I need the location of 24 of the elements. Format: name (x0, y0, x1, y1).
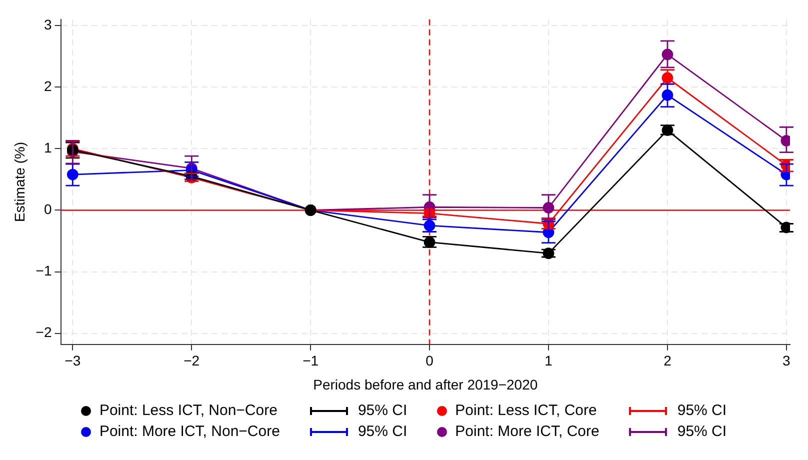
x-tick-label: 0 (426, 352, 434, 369)
x-tick-label: 2 (664, 352, 672, 369)
text: 95% CI (358, 402, 408, 419)
text: 95% CI (677, 423, 727, 440)
x-axis-title: Periods before and after 2019−2020 (313, 376, 538, 392)
x-tick-label: −2 (184, 352, 200, 369)
y-tick-label: −2 (36, 324, 52, 340)
y-tick-label: 2 (44, 78, 52, 94)
y-tick-label: −1 (36, 262, 52, 279)
y-tick-label: 1 (44, 140, 52, 156)
legend-label: Point: More ICT, Non−Core (99, 423, 280, 440)
text: 95% CI (677, 402, 727, 419)
x-tick-label: 3 (782, 352, 791, 369)
legend-label: Point: Less ICT, Non−Core (99, 402, 278, 419)
legend-label: Point: More ICT, Core (455, 423, 600, 440)
y-tick-label: 0 (44, 201, 52, 218)
legend-label: Point: Less ICT, Core (455, 402, 597, 419)
point (542, 202, 554, 214)
x-tick-label: −1 (302, 352, 319, 369)
x-tick-label: 1 (544, 352, 553, 369)
y-tick-label: 3 (44, 16, 52, 32)
x-tick-label: −3 (64, 352, 81, 369)
text: 95% CI (358, 423, 408, 440)
y-axis-title: Estimate (%) (11, 142, 28, 222)
